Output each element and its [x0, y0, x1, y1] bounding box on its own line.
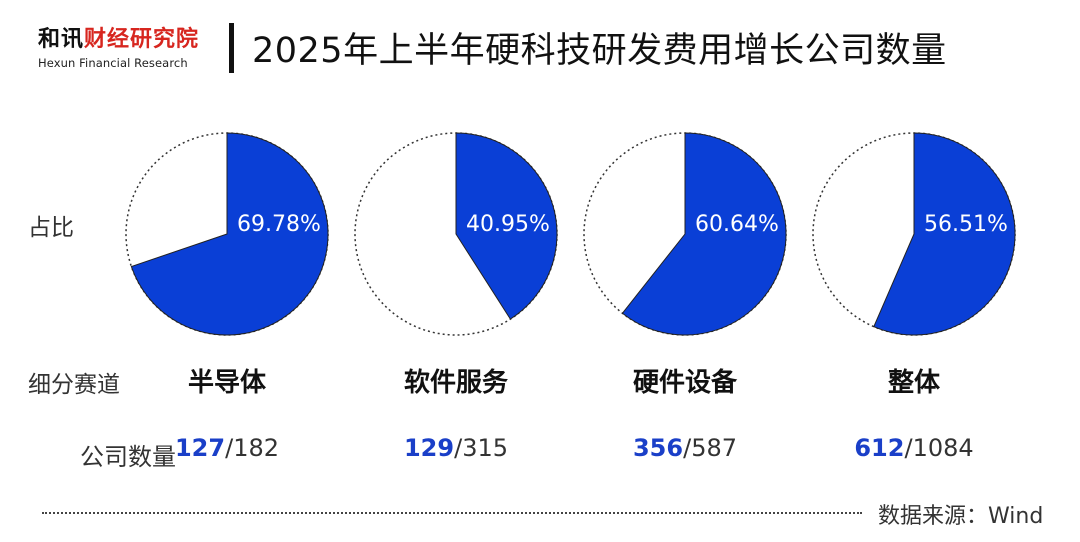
row-label-segment: 细分赛道	[28, 372, 120, 398]
pie-percent-label: 40.95%	[466, 212, 550, 237]
company-count: 356/587	[632, 434, 737, 462]
company-count: 612/1084	[854, 434, 974, 462]
count-growth: 612	[854, 434, 905, 462]
segment-name: 半导体	[187, 368, 266, 398]
pie-percent-label: 60.64%	[695, 212, 779, 237]
count-total: 587	[691, 434, 737, 462]
brand-logo-chinese: 和讯财经研究院	[38, 27, 218, 53]
pie-percent-label: 69.78%	[237, 212, 321, 237]
count-growth: 127	[174, 434, 226, 462]
company-count: 127/182	[174, 434, 279, 462]
brand-logo-english: Hexun Financial Research	[38, 56, 188, 70]
pie-charts: 69.78% 40.95% 60.64% 56.51%	[125, 132, 1016, 336]
count-total: 315	[462, 434, 508, 462]
segment-name: 硬件设备	[632, 368, 737, 398]
pie-slice	[621, 132, 787, 336]
company-count: 129/315	[403, 434, 508, 462]
count-growth: 129	[403, 434, 455, 462]
pie-percent-label: 56.51%	[924, 212, 1008, 237]
count-growth: 356	[632, 434, 684, 462]
count-total: 182	[233, 434, 279, 462]
title-divider	[229, 23, 234, 73]
pie-slice	[130, 132, 329, 336]
pie-slice	[873, 132, 1016, 336]
count-total: 1084	[912, 434, 974, 462]
data-source: 数据来源：Wind	[878, 504, 1044, 529]
row-label-ratio: 占比	[28, 215, 74, 241]
brand-logo-black-text: 和讯	[38, 27, 85, 52]
chart-title: 2025年上半年硬科技研发费用增长公司数量	[252, 31, 947, 71]
segment-name: 整体	[887, 368, 940, 398]
brand-logo: 和讯财经研究院 Hexun Financial Research	[38, 27, 218, 70]
segment-name: 软件服务	[403, 368, 508, 398]
pie-slice	[455, 132, 558, 320]
row-label-count: 公司数量	[80, 443, 176, 471]
brand-logo-red-text: 财经研究院	[84, 27, 200, 52]
footer-divider	[42, 512, 862, 514]
